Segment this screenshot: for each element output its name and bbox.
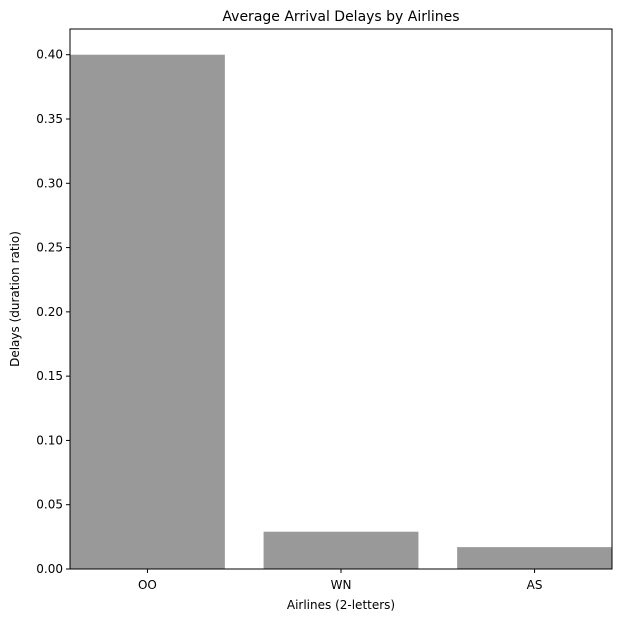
x-tick-label-wn: WN: [331, 578, 352, 592]
y-tick-label: 0.35: [36, 112, 63, 126]
chart-title: Average Arrival Delays by Airlines: [222, 9, 459, 25]
bar-wn: [263, 531, 419, 569]
x-tick-label-oo: OO: [138, 578, 157, 592]
x-tick-label-as: AS: [527, 578, 543, 592]
x-axis: OO WN AS: [138, 569, 542, 592]
bar-as: [457, 547, 612, 569]
y-tick-label: 0.20: [36, 305, 63, 319]
y-tick-label: 0.25: [36, 241, 63, 255]
y-axis: 0.00 0.05 0.10 0.15 0.20 0.25 0.30 0.35 0.40: [36, 48, 70, 576]
y-tick-label: 0.40: [36, 48, 63, 62]
y-axis-label: Delays (duration ratio): [8, 231, 22, 367]
y-tick-label: 0.10: [36, 433, 63, 447]
bars-layer: [70, 54, 612, 569]
bar-oo: [70, 54, 225, 569]
y-tick-label: 0.30: [36, 176, 63, 190]
y-tick-label: 0.15: [36, 369, 63, 383]
x-axis-label: Airlines (2-letters): [287, 598, 395, 612]
y-tick-label: 0.05: [36, 498, 63, 512]
y-tick-label: 0.00: [36, 562, 63, 576]
plot-frame: [69, 28, 613, 570]
